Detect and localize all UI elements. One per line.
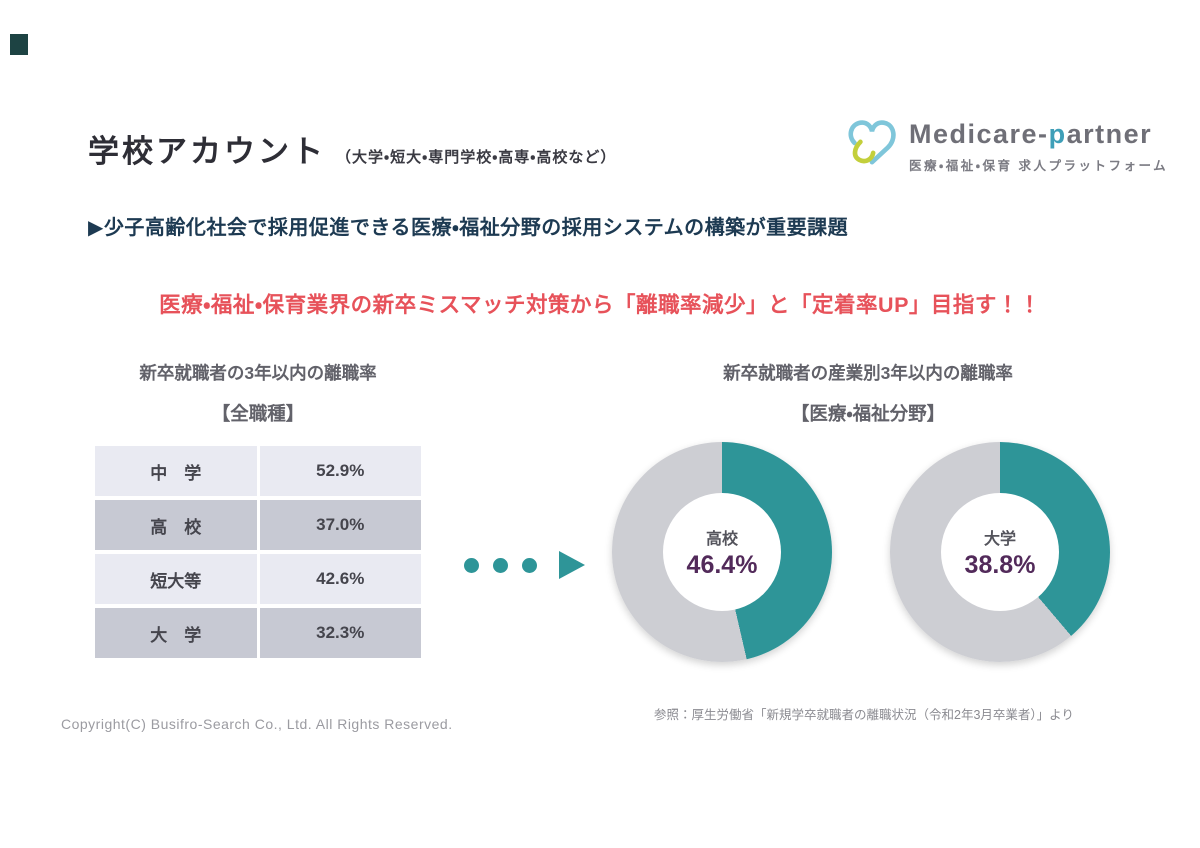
donut-chart-highschool: 高校 46.4% — [612, 442, 832, 662]
page-title-note: （大学・短大・専門学校・高専・高校など） — [336, 149, 617, 166]
table-cell-label: 短大等 — [95, 554, 257, 604]
table-cell-label: 中 学 — [95, 446, 257, 496]
table-cell-value: 32.3% — [259, 608, 421, 658]
dot-icon — [464, 557, 479, 573]
donut-percentage-value: 38.8% — [964, 550, 1036, 579]
donut-center-label: 高校 46.4% — [663, 493, 781, 611]
brand-tagline: 医療・福祉・保育 求人プラットフォーム — [909, 159, 1169, 174]
table-cell-value: 42.6% — [259, 554, 421, 604]
donut-chart-university: 大学 38.8% — [890, 442, 1110, 662]
donut-category-name: 大学 — [983, 530, 1016, 548]
donut-percentage-value: 46.4% — [686, 550, 758, 579]
right-chart-title-line2: 【医療・福祉分野】 — [790, 403, 946, 424]
brand-name-prefix: Medicare- — [909, 119, 1049, 149]
brand-text: Medicare-partner 医療・福祉・保育 求人プラットフォーム — [909, 112, 1168, 174]
heart-logo-icon — [848, 120, 896, 165]
left-chart-title: 新卒就職者の3年以内の離職率 【全職種】 — [95, 360, 421, 426]
table-row: 短大等 42.6% — [95, 554, 421, 604]
page-title: 学校アカウント — [88, 134, 326, 169]
donut-center-label: 大学 38.8% — [941, 493, 1059, 611]
brand-name-suffix: artner — [1066, 119, 1153, 149]
dot-icon — [493, 557, 508, 573]
brand-name-accent: p — [1048, 119, 1067, 149]
dot-icon — [522, 557, 537, 573]
right-chart-title: 新卒就職者の産業別3年以内の離職率 【医療・福祉分野】 — [640, 360, 1096, 426]
table-cell-value: 37.0% — [259, 500, 421, 550]
source-reference-text: 参照：厚生労働省「新規学卒就職者の離職状況（令和2年3月卒業者）」より — [654, 708, 1074, 722]
table-row: 中 学 52.9% — [95, 446, 421, 496]
flow-indicator — [464, 551, 585, 579]
copyright-text: Copyright(C) Busifro-Search Co., Ltd. Al… — [61, 716, 453, 732]
headline-text: 医療・福祉・保育業界の新卒ミスマッチ対策から「離職率減少」と「定着率UP」目指す… — [159, 293, 1041, 317]
left-chart-title-line1: 新卒就職者の3年以内の離職率 — [139, 363, 377, 383]
table-cell-label: 高 校 — [95, 500, 257, 550]
table-row: 大 学 32.3% — [95, 608, 421, 658]
brand-logo: Medicare-partner 医療・福祉・保育 求人プラットフォーム — [843, 112, 1168, 174]
key-point-text: ▶少子高齢化社会で採用促進できる医療・福祉分野の採用システムの構築が重要課題 — [88, 217, 849, 239]
table-cell-label: 大 学 — [95, 608, 257, 658]
brand-name: Medicare-partner — [909, 118, 1168, 150]
table-cell-value: 52.9% — [259, 446, 421, 496]
table-row: 高 校 37.0% — [95, 500, 421, 550]
left-chart-title-line2: 【全職種】 — [211, 403, 305, 424]
right-chart-title-line1: 新卒就職者の産業別3年以内の離職率 — [723, 363, 1013, 383]
header: 学校アカウント （大学・短大・専門学校・高専・高校など） — [88, 126, 616, 171]
corner-accent-square — [10, 34, 28, 55]
donut-category-name: 高校 — [705, 530, 738, 548]
turnover-table: 中 学 52.9% 高 校 37.0% 短大等 42.6% 大 学 32.3% — [95, 446, 421, 662]
arrow-right-icon — [559, 551, 585, 579]
